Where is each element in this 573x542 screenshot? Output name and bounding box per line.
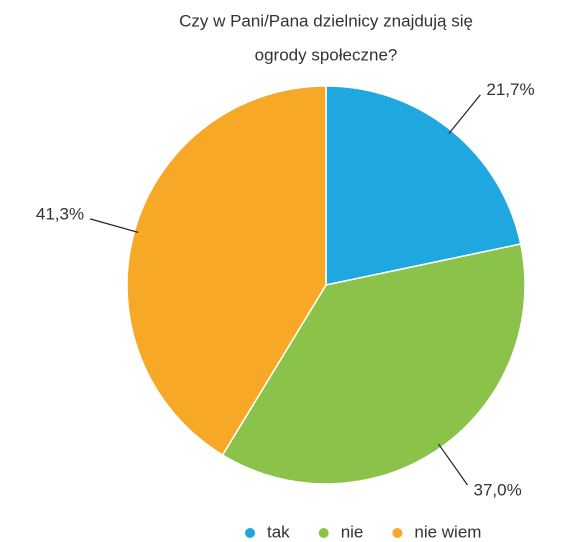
data-label: 37,0% <box>474 480 522 499</box>
leader-line <box>438 443 468 486</box>
legend-swatch <box>318 528 329 538</box>
legend-label: nie <box>341 522 364 541</box>
legend-swatch <box>392 528 403 538</box>
legend-label: tak <box>267 522 290 541</box>
legend-swatch <box>245 528 255 538</box>
legend-label: nie wiem <box>414 522 481 541</box>
leader-line <box>89 218 139 233</box>
chart-title: ogrody społeczne? <box>255 45 398 64</box>
data-label: 21,7% <box>486 80 534 99</box>
chart-title: Czy w Pani/Pana dzielnicy znajdują się <box>179 11 473 30</box>
data-label: 41,3% <box>36 204 84 223</box>
leader-line <box>448 94 481 134</box>
